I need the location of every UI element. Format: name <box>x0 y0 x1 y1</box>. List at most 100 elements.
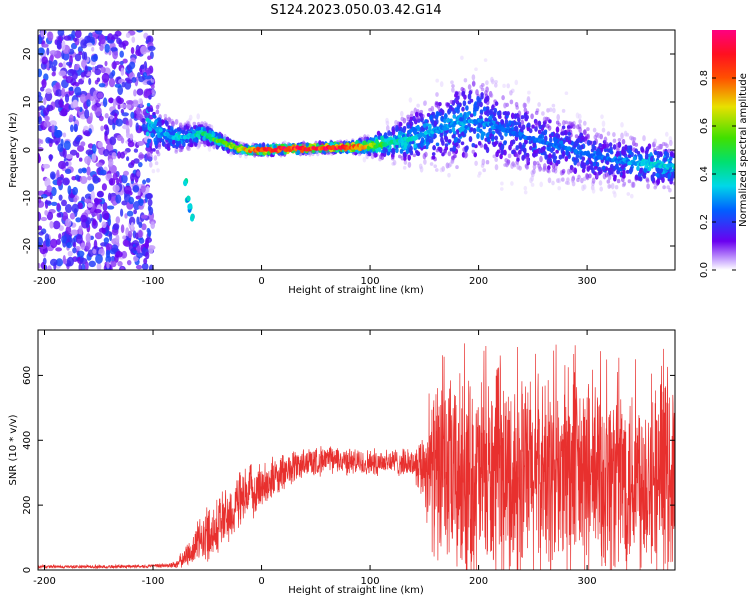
heatmap-cell <box>500 149 504 156</box>
heatmap-cell <box>110 260 117 268</box>
heatmap-cell <box>102 97 108 108</box>
heatmap-cell <box>642 135 646 142</box>
heatmap-cell <box>38 111 41 118</box>
heatmap-cell <box>65 75 74 84</box>
heatmap-cell <box>117 261 123 267</box>
heatmap-cell <box>582 184 587 190</box>
heatmap-cell <box>578 119 582 124</box>
heatmap-cell <box>407 161 412 168</box>
heatmap-cell <box>61 40 66 51</box>
heatmap-cell <box>464 146 468 153</box>
heatmap-cell <box>136 216 140 225</box>
heatmap-cell <box>142 179 147 185</box>
heatmap-cell <box>399 148 404 154</box>
heatmap-cell <box>378 154 383 160</box>
heatmap-cell <box>451 134 456 139</box>
heatmap-cell <box>110 47 118 52</box>
heatmap-cell <box>620 122 624 128</box>
heatmap-cell <box>616 146 620 153</box>
heatmap-cell <box>244 153 248 159</box>
heatmap-cell <box>65 61 73 66</box>
heatmap-cell <box>74 53 82 62</box>
heatmap-cell <box>623 130 628 137</box>
heatmap-cell <box>528 128 533 134</box>
heatmap-cell <box>556 159 561 165</box>
heatmap-cell <box>553 136 557 143</box>
heatmap-cell <box>120 137 125 144</box>
heatmap-cell <box>149 107 154 113</box>
heatmap-cell <box>125 132 131 139</box>
heatmap-cell <box>38 153 41 163</box>
heatmap-cell <box>38 225 43 231</box>
heatmap-cell <box>658 143 662 150</box>
heatmap-cell <box>111 152 117 160</box>
heatmap-cell <box>145 192 153 200</box>
heatmap-cell <box>154 140 158 146</box>
heatmap-cell <box>183 180 188 187</box>
heatmap-cell <box>455 129 460 135</box>
heatmap-cell <box>49 171 56 180</box>
heatmap-cell <box>661 173 666 178</box>
heatmap-cell <box>629 166 634 173</box>
heatmap-cell <box>202 136 206 141</box>
heatmap-cell <box>475 89 479 96</box>
heatmap-cell <box>455 91 459 96</box>
heatmap-cell <box>147 245 154 254</box>
heatmap-cell <box>170 130 175 136</box>
heatmap-cell <box>196 144 200 150</box>
heatmap-cell <box>138 98 143 104</box>
heatmap-cell <box>119 103 127 109</box>
heatmap-cell <box>561 108 566 113</box>
heatmap-cell <box>71 81 80 87</box>
heatmap-cell <box>81 51 86 60</box>
heatmap-cell <box>580 177 584 184</box>
heatmap-cell <box>634 142 639 147</box>
heatmap-cell <box>474 67 478 72</box>
heatmap-cell <box>564 120 568 125</box>
heatmap-cell <box>549 147 554 154</box>
heatmap-cell <box>147 205 152 212</box>
heatmap-cell <box>119 50 124 58</box>
heatmap-cell <box>38 211 42 222</box>
heatmap-cell <box>149 161 153 168</box>
heatmap-cell <box>422 100 427 107</box>
heatmap-cell <box>469 113 474 118</box>
y-tick-label: -20 <box>22 238 33 254</box>
heatmap-cell <box>494 135 499 141</box>
heatmap-cell <box>431 152 436 156</box>
heatmap-cell <box>606 179 611 184</box>
heatmap-cell <box>147 148 151 153</box>
heatmap-cell <box>470 127 474 132</box>
heatmap-cell <box>426 141 430 147</box>
heatmap-cell <box>468 136 473 143</box>
heatmap-cell <box>85 233 92 243</box>
heatmap-cell <box>196 113 200 120</box>
heatmap-cell <box>621 183 626 188</box>
colorbar-tick-label: 0.8 <box>699 70 710 86</box>
heatmap-cell <box>151 169 156 174</box>
heatmap-cell <box>495 128 499 134</box>
heatmap-cell <box>613 191 617 198</box>
heatmap-cell <box>112 200 117 206</box>
heatmap-cell <box>659 167 663 174</box>
x-tick-label: -200 <box>33 276 56 287</box>
heatmap-cell <box>652 171 656 177</box>
heatmap-cell <box>667 172 671 180</box>
heatmap-cell <box>121 81 126 88</box>
heatmap-cell <box>395 144 399 149</box>
heatmap-cell <box>601 127 606 133</box>
heatmap-cell <box>65 161 69 167</box>
heatmap-cell <box>106 261 110 269</box>
heatmap-cell <box>655 172 659 177</box>
heatmap-cell <box>435 142 440 147</box>
heatmap-cell <box>126 103 132 110</box>
heatmap-cell <box>325 150 330 155</box>
heatmap-cell <box>485 95 490 102</box>
heatmap-cell <box>444 143 449 147</box>
heatmap-cell <box>136 171 141 177</box>
heatmap-cell <box>98 34 106 45</box>
heatmap-cell <box>50 238 58 249</box>
heatmap-cell <box>147 55 152 61</box>
heatmap-cell <box>551 103 556 108</box>
heatmap-cell <box>122 42 126 50</box>
